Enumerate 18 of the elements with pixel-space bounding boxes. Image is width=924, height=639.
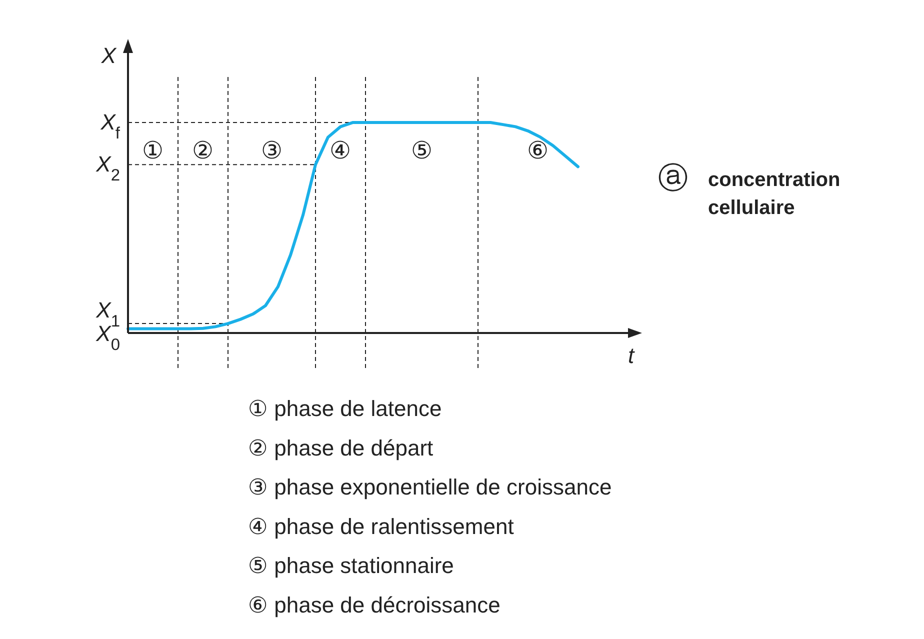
annotation: ① xyxy=(142,138,164,164)
text: ④ phase de ralentissement xyxy=(248,514,514,539)
text: ③ phase exponentielle de croissance xyxy=(248,474,612,500)
x-axis-title: t xyxy=(628,343,635,368)
y-axis-title: X xyxy=(100,43,118,68)
annotation: ⑤ xyxy=(410,138,433,164)
annotation: ④ xyxy=(330,138,352,164)
text: concentration cellulaire xyxy=(708,169,840,219)
annotation: ③ xyxy=(260,138,283,164)
text: ⑥ phase de décroissance xyxy=(248,592,500,618)
text: ① phase de latence xyxy=(248,396,442,421)
text: ⓐ xyxy=(658,162,688,195)
text: ⑤ phase stationnaire xyxy=(248,553,454,578)
text: ② phase de départ xyxy=(248,435,434,460)
annotation: ⑥ xyxy=(527,138,549,164)
annotation: ② xyxy=(192,138,214,164)
text: X$_{2}$ xyxy=(95,152,120,185)
text: X$_{f}$ xyxy=(100,109,120,142)
